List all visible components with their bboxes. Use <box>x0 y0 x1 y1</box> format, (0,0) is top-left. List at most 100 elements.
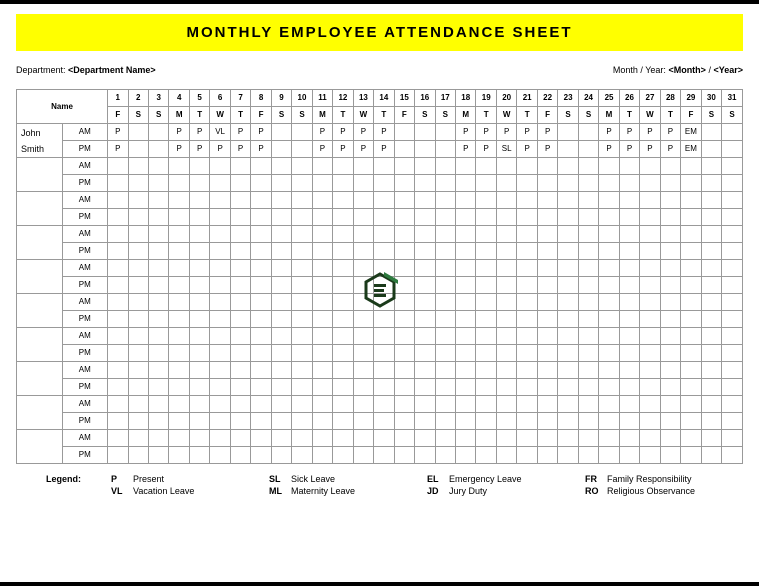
attendance-cell <box>578 294 598 311</box>
weekday-header: S <box>292 107 312 124</box>
weekday-header: S <box>415 107 435 124</box>
attendance-cell <box>537 311 557 328</box>
weekday-header: S <box>128 107 148 124</box>
attendance-cell <box>681 396 701 413</box>
attendance-cell <box>435 277 455 294</box>
weekday-header: T <box>619 107 639 124</box>
attendance-cell <box>374 226 394 243</box>
attendance-cell <box>660 379 680 396</box>
attendance-cell <box>558 396 578 413</box>
attendance-cell <box>169 277 189 294</box>
attendance-cell <box>537 192 557 209</box>
attendance-cell: P <box>456 141 476 158</box>
attendance-cell <box>169 447 189 464</box>
attendance-cell <box>701 396 721 413</box>
attendance-cell <box>128 124 148 141</box>
attendance-cell <box>128 447 148 464</box>
attendance-cell <box>128 277 148 294</box>
attendance-cell <box>496 447 516 464</box>
attendance-cell <box>415 158 435 175</box>
legend-item: PPresent <box>111 474 269 484</box>
attendance-cell <box>312 294 332 311</box>
weekday-header: S <box>578 107 598 124</box>
employee-row-pm: PM <box>17 243 743 260</box>
day-header: 14 <box>374 90 394 107</box>
attendance-cell <box>189 260 209 277</box>
attendance-cell <box>435 396 455 413</box>
attendance-cell <box>169 379 189 396</box>
day-header: 8 <box>251 90 271 107</box>
attendance-cell <box>722 362 743 379</box>
attendance-cell <box>374 175 394 192</box>
attendance-cell <box>333 175 353 192</box>
attendance-cell <box>456 413 476 430</box>
attendance-cell <box>251 175 271 192</box>
attendance-cell <box>619 158 639 175</box>
weekday-header: M <box>456 107 476 124</box>
attendance-cell <box>292 124 312 141</box>
attendance-cell <box>312 311 332 328</box>
employee-name-cell <box>17 362 63 396</box>
attendance-cell <box>537 226 557 243</box>
attendance-cell <box>394 396 414 413</box>
attendance-cell <box>189 396 209 413</box>
attendance-cell <box>496 328 516 345</box>
attendance-cell <box>435 362 455 379</box>
attendance-cell: P <box>517 141 537 158</box>
attendance-cell <box>230 430 250 447</box>
attendance-cell <box>415 141 435 158</box>
attendance-cell <box>722 260 743 277</box>
attendance-cell <box>292 158 312 175</box>
attendance-cell <box>169 396 189 413</box>
legend-item: JDJury Duty <box>427 486 585 496</box>
attendance-cell <box>517 447 537 464</box>
attendance-cell <box>374 447 394 464</box>
attendance-cell <box>108 260 128 277</box>
attendance-cell <box>435 141 455 158</box>
attendance-cell <box>681 379 701 396</box>
weekday-header: F <box>681 107 701 124</box>
day-header: 15 <box>394 90 414 107</box>
attendance-cell <box>312 175 332 192</box>
attendance-cell <box>415 243 435 260</box>
legend-item: FRFamily Responsibility <box>585 474 743 484</box>
attendance-cell <box>189 345 209 362</box>
day-header: 3 <box>148 90 168 107</box>
employee-row-am: AM <box>17 430 743 447</box>
attendance-cell <box>148 158 168 175</box>
attendance-cell <box>108 379 128 396</box>
attendance-cell <box>456 379 476 396</box>
attendance-cell <box>496 345 516 362</box>
attendance-cell <box>640 260 660 277</box>
employee-name-cell <box>17 260 63 294</box>
attendance-cell <box>415 277 435 294</box>
attendance-cell <box>251 294 271 311</box>
attendance-cell <box>353 226 373 243</box>
attendance-cell <box>578 209 598 226</box>
attendance-cell <box>681 175 701 192</box>
attendance-cell <box>415 379 435 396</box>
attendance-cell <box>619 209 639 226</box>
attendance-cell <box>210 413 230 430</box>
attendance-cell <box>394 175 414 192</box>
attendance-cell <box>496 243 516 260</box>
attendance-cell: P <box>251 124 271 141</box>
attendance-cell <box>189 226 209 243</box>
attendance-cell <box>496 158 516 175</box>
attendance-cell <box>128 175 148 192</box>
legend-item: ELEmergency Leave <box>427 474 585 484</box>
attendance-cell <box>722 413 743 430</box>
attendance-cell: P <box>374 141 394 158</box>
attendance-cell <box>701 413 721 430</box>
attendance-cell <box>660 277 680 294</box>
attendance-cell <box>722 192 743 209</box>
weekday-header: T <box>660 107 680 124</box>
attendance-cell <box>599 158 619 175</box>
pm-label-cell: PM <box>62 413 108 430</box>
attendance-cell <box>558 413 578 430</box>
attendance-cell <box>415 175 435 192</box>
attendance-cell <box>189 311 209 328</box>
employee-name-cell <box>17 158 63 192</box>
attendance-cell <box>374 345 394 362</box>
legend-item: SLSick Leave <box>269 474 427 484</box>
